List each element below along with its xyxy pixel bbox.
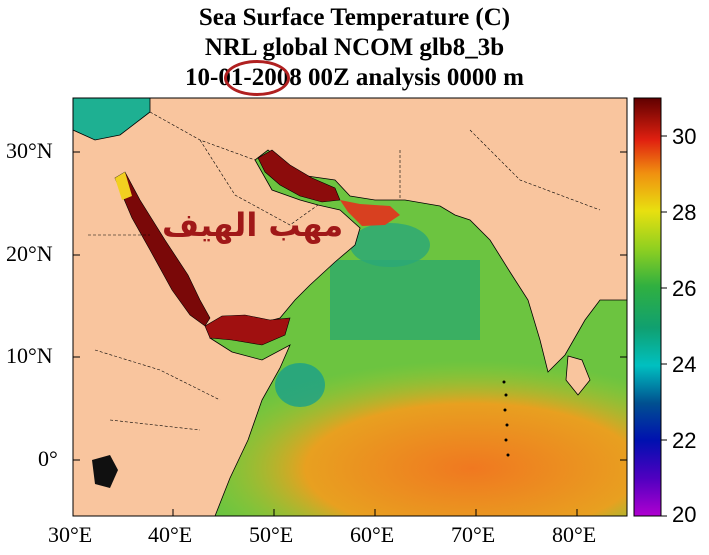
map-subtitle: NRL global NCOM glb8_3b: [204, 34, 505, 61]
map-title: Sea Surface Temperature (C): [198, 4, 511, 31]
overlay-caption: مهب الهيف: [162, 206, 344, 244]
red-sea: [114, 171, 211, 327]
colorbar-label-20: 20: [672, 502, 697, 527]
colorbar-label-24: 24: [672, 352, 697, 377]
lat-label-0: 0°: [38, 446, 58, 471]
lat-label-30n: 30°N: [6, 138, 53, 163]
colorbar-label-22: 22: [672, 428, 697, 453]
lat-label-10n: 10°N: [6, 343, 53, 368]
colorbar-label-30: 30: [672, 124, 697, 149]
lat-label-20n: 20°N: [6, 241, 53, 266]
axis-ticks: [72, 151, 627, 516]
map-area: [73, 98, 627, 516]
lon-label-40e: 40°E: [148, 522, 193, 547]
map-frame: [72, 97, 628, 517]
colorbar-label-26: 26: [672, 276, 697, 301]
land-mass: [73, 98, 627, 516]
lake-victoria: [92, 455, 118, 488]
lon-label-30e: 30°E: [48, 522, 93, 547]
gulf-of-oman: [340, 200, 400, 226]
sri-lanka: [565, 355, 591, 396]
lon-label-80e: 80°E: [552, 522, 597, 547]
year-highlight-circle: [224, 60, 290, 96]
country-borders: [88, 111, 601, 431]
lon-label-70e: 70°E: [451, 522, 496, 547]
gulf-of-aden: [204, 314, 291, 346]
lon-label-50e: 50°E: [249, 522, 294, 547]
colorbar-ticks: [661, 135, 667, 517]
lon-label-60e: 60°E: [350, 522, 395, 547]
maldives-islands: [502, 380, 510, 457]
mediterranean-sea: [73, 98, 150, 140]
colorbar-label-28: 28: [672, 200, 697, 225]
colorbar: [633, 97, 662, 517]
